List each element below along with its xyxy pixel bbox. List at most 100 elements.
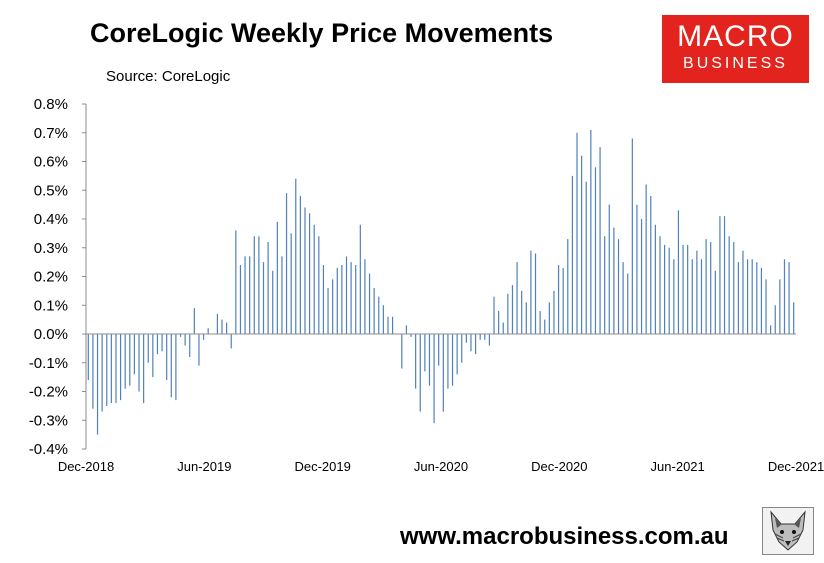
data-bar	[226, 322, 228, 334]
data-bar	[650, 196, 652, 334]
weekly-price-chart: 0.8% 0.7% 0.6% 0.5% 0.4% 0.3% 0.2% 0.1% 0.0% -0.1…	[29, 96, 824, 474]
y-tick-label: 0.5%	[34, 182, 68, 199]
data-bar	[617, 239, 620, 334]
data-bar	[442, 334, 444, 412]
data-bar	[507, 293, 509, 334]
data-bar	[161, 334, 163, 352]
data-bar	[350, 262, 352, 335]
data-bar	[382, 305, 384, 334]
data-bar	[571, 175, 573, 335]
fox-head-icon	[762, 507, 814, 555]
x-tick-label: Jun-2020	[414, 459, 468, 474]
data-bar	[539, 311, 541, 334]
data-bar	[378, 296, 380, 335]
data-bar	[668, 247, 670, 334]
data-bar	[433, 334, 435, 424]
macro-business-logo: MACRO BUSINESS	[662, 15, 809, 83]
data-bar	[175, 334, 177, 401]
data-bar	[756, 262, 758, 335]
data-bar	[502, 322, 504, 334]
data-bar	[521, 290, 523, 335]
data-bar	[474, 334, 477, 355]
data-bar	[295, 178, 297, 334]
fox-head-drawing	[770, 510, 806, 551]
data-bar	[184, 334, 186, 346]
data-bar	[793, 302, 795, 335]
data-bar	[470, 334, 472, 352]
data-bar	[719, 216, 721, 335]
data-bar	[92, 334, 94, 409]
data-bar	[119, 334, 122, 401]
y-tick-label: 0.1%	[34, 297, 68, 314]
data-bar	[627, 273, 629, 335]
data-bar	[249, 256, 251, 335]
data-bar	[770, 325, 772, 335]
data-bar	[534, 253, 537, 334]
data-bar	[341, 265, 343, 334]
data-bar	[290, 233, 292, 335]
x-tick-label: Dec-2021	[768, 459, 824, 474]
data-bar	[636, 204, 638, 335]
data-bar	[244, 256, 246, 335]
data-bar	[364, 259, 366, 334]
data-bar	[332, 279, 334, 335]
data-bar	[599, 147, 601, 335]
data-bar	[419, 334, 421, 412]
data-bar	[221, 319, 223, 335]
source-note: Source: CoreLogic	[106, 68, 231, 85]
data-bar	[253, 236, 255, 334]
data-bar	[567, 239, 569, 334]
data-bar	[124, 334, 126, 389]
x-tick-label: Dec-2018	[58, 459, 114, 474]
data-bar	[355, 265, 357, 334]
y-tick-label: -0.1%	[29, 355, 68, 372]
data-bar	[156, 334, 159, 355]
data-bar	[410, 334, 412, 337]
data-bar	[285, 193, 288, 335]
data-bar	[318, 236, 320, 334]
data-bar	[553, 290, 555, 335]
data-bar	[737, 262, 739, 335]
data-bar	[788, 262, 790, 335]
data-bar	[179, 334, 182, 337]
y-tick-label: -0.4%	[29, 441, 68, 458]
data-bar	[723, 216, 726, 335]
data-bar	[138, 334, 140, 392]
data-bar	[327, 288, 329, 334]
logo-line-1: MACRO	[677, 20, 794, 53]
data-bar	[359, 224, 361, 334]
data-bar	[405, 325, 408, 335]
data-bar	[613, 227, 615, 335]
data-bar	[493, 296, 495, 335]
data-bar	[687, 244, 689, 335]
data-bar	[530, 250, 532, 334]
data-bar	[299, 196, 301, 334]
data-bar	[557, 265, 560, 334]
data-bar	[401, 334, 403, 369]
data-bar	[276, 221, 278, 335]
logo-line-2: BUSINESS	[683, 55, 788, 72]
data-bar	[465, 334, 467, 343]
data-bar	[604, 236, 606, 334]
data-bar	[451, 334, 454, 386]
data-bar	[548, 302, 550, 335]
data-bar	[281, 256, 283, 335]
data-bar	[129, 334, 131, 386]
y-tick-label: 0.0%	[34, 326, 68, 343]
data-bar	[391, 316, 394, 334]
data-bar	[461, 334, 463, 363]
data-bar	[428, 334, 431, 386]
data-bar	[373, 288, 375, 334]
data-bar	[594, 167, 597, 334]
data-bar	[765, 279, 767, 335]
data-bar	[345, 256, 348, 335]
data-bar	[498, 311, 500, 334]
data-bar	[424, 334, 426, 372]
data-bar	[368, 273, 371, 335]
data-bar	[189, 334, 191, 357]
data-bar	[207, 328, 209, 334]
data-bar	[96, 334, 99, 435]
data-bar	[239, 265, 242, 334]
data-bar	[728, 236, 730, 334]
data-bar	[267, 242, 269, 334]
